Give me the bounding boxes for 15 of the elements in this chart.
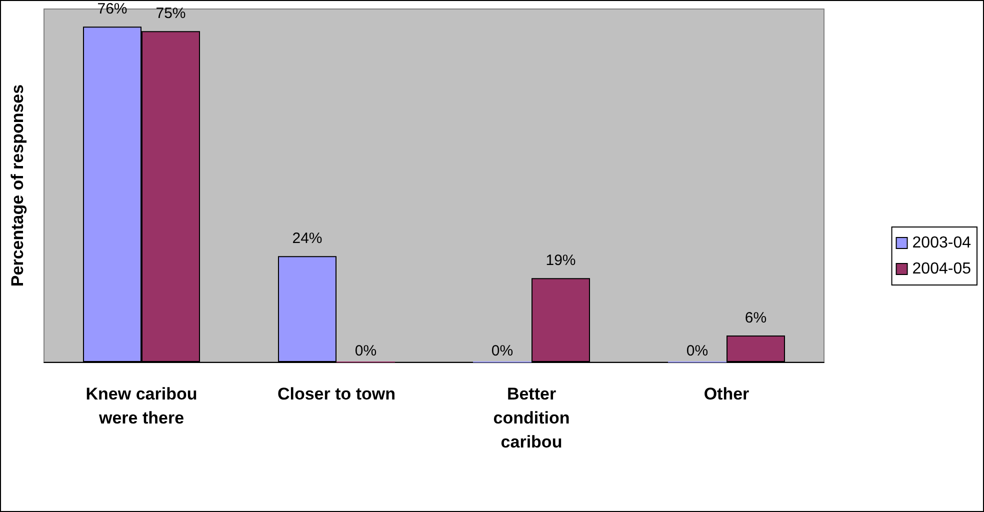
data-label: 75% — [156, 5, 186, 22]
x-tick-label: Knew caribou were there — [86, 384, 198, 428]
y-axis-title: Percentage of responses — [8, 84, 27, 287]
data-label: 0% — [686, 342, 708, 360]
data-label: 76% — [97, 0, 128, 18]
x-tick-label: Other — [704, 384, 750, 404]
data-label: 0% — [491, 342, 514, 360]
data-label: 19% — [546, 252, 576, 270]
data-label: 24% — [292, 230, 322, 248]
data-label: 0% — [354, 342, 377, 360]
legend-label: 2004-05 — [912, 260, 972, 278]
data-label: 6% — [744, 310, 767, 327]
x-tick-label: Better condition caribou — [493, 384, 570, 452]
legend-label: 2003-04 — [912, 234, 972, 252]
x-tick-label: Closer to town — [277, 384, 396, 404]
